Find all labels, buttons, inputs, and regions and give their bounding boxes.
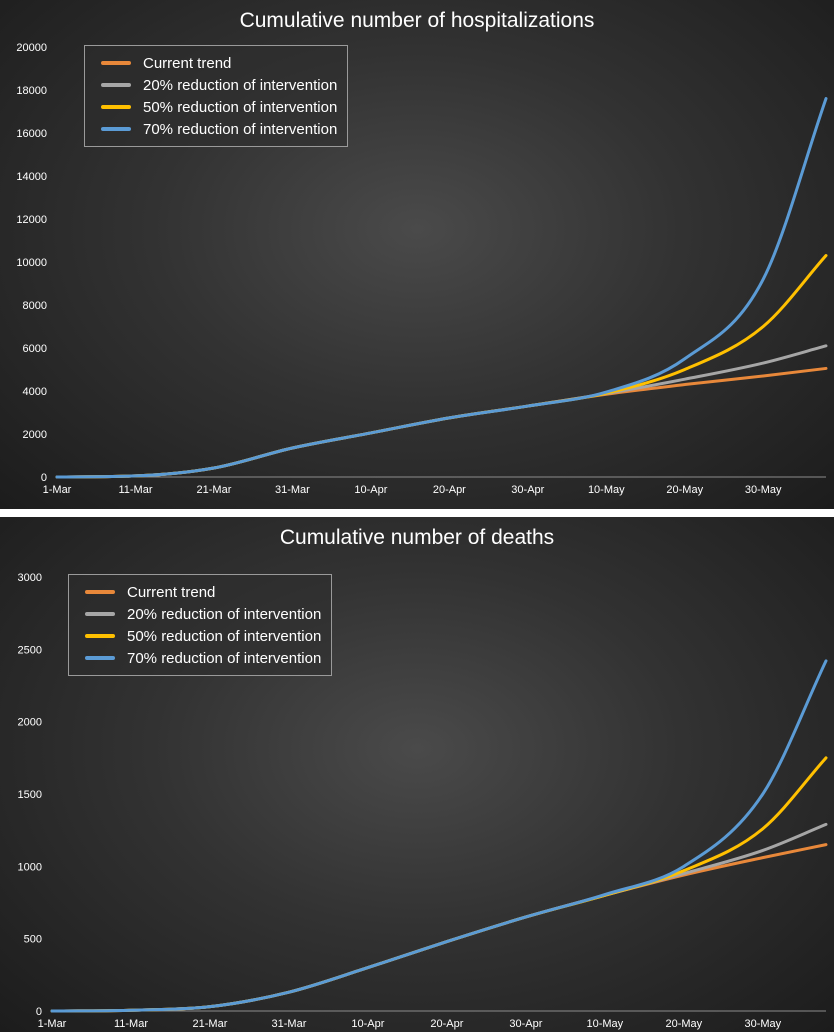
legend-item-50pct-reduction: 50% reduction of intervention <box>101 96 337 118</box>
series-line-current-trend <box>55 366 828 479</box>
y-tick-label: 4000 <box>23 386 47 398</box>
legend-label: 20% reduction of intervention <box>143 76 338 94</box>
x-tick-label: 11-Mar <box>118 484 152 496</box>
hospitalizations-plot-area: 0 2000 4000 6000 8000 10000 12000 14000 16000 180… <box>16 42 828 496</box>
legend-item-20pct-reduction: 20% reduction of intervention <box>85 603 321 625</box>
legend-label: 50% reduction of intervention <box>143 98 338 116</box>
x-tick-label: 20-Apr <box>433 484 466 496</box>
legend-swatch <box>101 83 131 87</box>
x-tick-label: 10-Apr <box>354 484 387 496</box>
x-tick-label: 20-May <box>666 484 703 496</box>
series-line-70-reduction-of-intervention <box>55 97 828 479</box>
deaths-plot-area: 0 500 1000 1500 2000 2500 3000 1-Mar 11-Mar 21-Ma… <box>18 572 828 1030</box>
x-tick-label: 21-Mar <box>193 1018 228 1030</box>
legend-label: 70% reduction of intervention <box>143 120 338 138</box>
legend-swatch <box>101 105 131 109</box>
legend-swatch <box>101 127 131 131</box>
x-tick-label: 31-Mar <box>272 1018 307 1030</box>
x-tick-label: 10-Apr <box>351 1018 384 1030</box>
y-tick-label: 2500 <box>18 644 42 656</box>
chart-legend: Current trend 20% reduction of intervent… <box>68 574 333 676</box>
legend-label: 50% reduction of intervention <box>127 627 322 645</box>
y-tick-label: 1500 <box>18 789 42 801</box>
y-tick-label: 2000 <box>18 717 42 729</box>
y-tick-label: 12000 <box>16 214 47 226</box>
series-line-70-reduction-of-intervention <box>50 659 828 1013</box>
legend-swatch <box>85 656 115 660</box>
y-tick-label: 14000 <box>16 171 47 183</box>
y-tick-label: 8000 <box>23 300 47 312</box>
y-tick-label: 6000 <box>23 343 47 355</box>
y-tick-label: 0 <box>41 472 47 484</box>
x-tick-label: 1-Mar <box>43 484 72 496</box>
legend-item-current-trend: Current trend <box>85 581 321 603</box>
series-line-20-reduction-of-intervention <box>55 344 828 479</box>
x-tick-label: 31-Mar <box>275 484 310 496</box>
x-tick-label: 30-May <box>745 484 782 496</box>
y-tick-label: 20000 <box>16 42 47 54</box>
legend-label: 70% reduction of intervention <box>127 649 322 667</box>
legend-item-20pct-reduction: 20% reduction of intervention <box>101 74 337 96</box>
y-tick-label: 1000 <box>18 861 42 873</box>
x-tick-label: 20-May <box>665 1018 702 1030</box>
series-line-current-trend <box>50 843 828 1013</box>
legend-swatch <box>85 634 115 638</box>
x-tick-label: 30-Apr <box>509 1018 542 1030</box>
series-line-20-reduction-of-intervention <box>50 822 828 1013</box>
legend-label: Current trend <box>143 54 232 72</box>
x-tick-label: 1-Mar <box>38 1018 67 1030</box>
x-tick-label: 20-Apr <box>430 1018 463 1030</box>
x-tick-label: 30-May <box>744 1018 781 1030</box>
deaths-chart: Cumulative number of deaths 0 500 1000 1500… <box>0 517 834 1032</box>
y-tick-label: 500 <box>24 934 42 946</box>
y-tick-label: 0 <box>36 1006 42 1018</box>
x-tick-label: 10-May <box>588 484 625 496</box>
legend-swatch <box>85 590 115 594</box>
hospitalizations-chart: Cumulative number of hospitalizations 0 2… <box>0 0 834 509</box>
x-tick-label: 30-Apr <box>511 484 544 496</box>
x-tick-label: 10-May <box>587 1018 624 1030</box>
legend-label: Current trend <box>127 583 216 601</box>
chart-legend: Current trend 20% reduction of intervent… <box>84 45 349 147</box>
y-tick-label: 16000 <box>16 128 47 140</box>
series-line-50-reduction-of-intervention <box>55 254 828 479</box>
y-tick-label: 2000 <box>23 429 47 441</box>
chart-title: Cumulative number of deaths <box>279 526 555 549</box>
chart-title: Cumulative number of hospitalizations <box>239 9 595 32</box>
legend-label: 20% reduction of intervention <box>127 605 322 623</box>
legend-item-50pct-reduction: 50% reduction of intervention <box>85 625 321 647</box>
y-tick-label: 10000 <box>16 257 47 269</box>
series-line-50-reduction-of-intervention <box>50 756 828 1013</box>
legend-swatch <box>101 61 131 65</box>
legend-item-current-trend: Current trend <box>101 52 337 74</box>
legend-item-70pct-reduction: 70% reduction of intervention <box>85 647 321 669</box>
y-tick-label: 18000 <box>16 85 47 97</box>
y-tick-label: 3000 <box>18 572 42 584</box>
x-tick-label: 21-Mar <box>197 484 232 496</box>
legend-item-70pct-reduction: 70% reduction of intervention <box>101 118 337 140</box>
legend-swatch <box>85 612 115 616</box>
x-tick-label: 11-Mar <box>114 1018 148 1030</box>
